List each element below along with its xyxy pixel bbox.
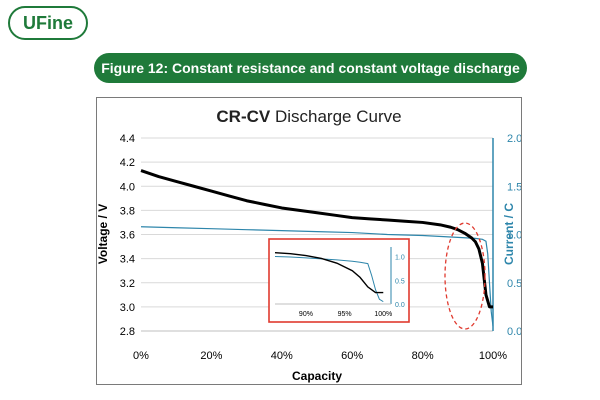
- y-tick-label-right: 0.0: [507, 326, 521, 338]
- y-axis-label-right: Current / C: [502, 203, 516, 265]
- y-tick-label-left: 3.2: [120, 278, 135, 290]
- x-tick-label: 80%: [412, 350, 434, 362]
- figure-caption-banner: Figure 12: Constant resistance and const…: [94, 53, 527, 83]
- voltage-series-line: [140, 169, 493, 309]
- x-tick-label: 60%: [341, 350, 363, 362]
- x-tick-label: 40%: [271, 350, 293, 362]
- y-tick-label-left: 4.2: [120, 157, 135, 169]
- inset-x-tick-label: 100%: [374, 311, 392, 318]
- inset-chart: 0.0 0.5 1.0 90% 95% 100%: [268, 238, 410, 323]
- inset-y-tick-label: 1.0: [395, 255, 405, 262]
- x-axis-label: Capacity: [292, 369, 342, 383]
- chart-title: CR-CV Discharge Curve: [216, 107, 401, 126]
- brand-logo-text: UFine: [22, 12, 73, 33]
- inset-voltage-line: [274, 252, 384, 294]
- highlight-ellipse: [444, 222, 486, 330]
- axes: 2.8 3.0 3.2 3.4 3.6 3.8 4.0 4.2 4.4 0.0 0.5 1.0 1.5 2…: [120, 133, 523, 362]
- y-tick-label-right: 1.5: [507, 181, 521, 193]
- discharge-chart: CR-CV Discharge Curve 2.8 3.0 3.2 3.4 3.6 3.8…: [96, 107, 523, 383]
- y-tick-label-left: 3.4: [120, 254, 135, 266]
- y-tick-label-right: 1.0: [507, 230, 521, 242]
- current-series-line: [140, 226, 494, 327]
- series-group: [140, 169, 494, 330]
- y-tick-label-left: 4.4: [120, 133, 135, 145]
- x-tick-label: 100%: [479, 350, 507, 362]
- y-tick-label-left: 3.6: [120, 230, 135, 242]
- y-axis-label-left: Voltage / V: [97, 204, 110, 264]
- inset-y-tick-label: 0.0: [395, 302, 405, 309]
- y-tick-label-left: 3.8: [120, 205, 135, 217]
- inset-current-line: [274, 256, 384, 303]
- inset-frame: [268, 238, 410, 323]
- y-tick-label-left: 4.0: [120, 181, 135, 193]
- chart-title-bold: CR-CV: [216, 107, 270, 126]
- inset-x-tick-label: 90%: [299, 311, 313, 318]
- chart-container: CR-CV Discharge Curve 2.8 3.0 3.2 3.4 3.6 3.8…: [96, 97, 522, 385]
- y-tick-label-left: 2.8: [120, 326, 135, 338]
- y-tick-label-right: 2.0: [507, 133, 521, 145]
- x-tick-label: 20%: [200, 350, 222, 362]
- y-tick-label-right: 0.5: [507, 278, 521, 290]
- x-tick-label: 0%: [133, 350, 149, 362]
- y-tick-label-left: 3.0: [120, 302, 135, 314]
- figure-caption-text: Figure 12: Constant resistance and const…: [101, 60, 520, 76]
- brand-logo: UFine: [8, 6, 88, 40]
- inset-y-tick-label: 0.5: [395, 278, 405, 285]
- chart-title-rest: Discharge Curve: [270, 107, 401, 126]
- inset-x-tick-label: 95%: [338, 311, 352, 318]
